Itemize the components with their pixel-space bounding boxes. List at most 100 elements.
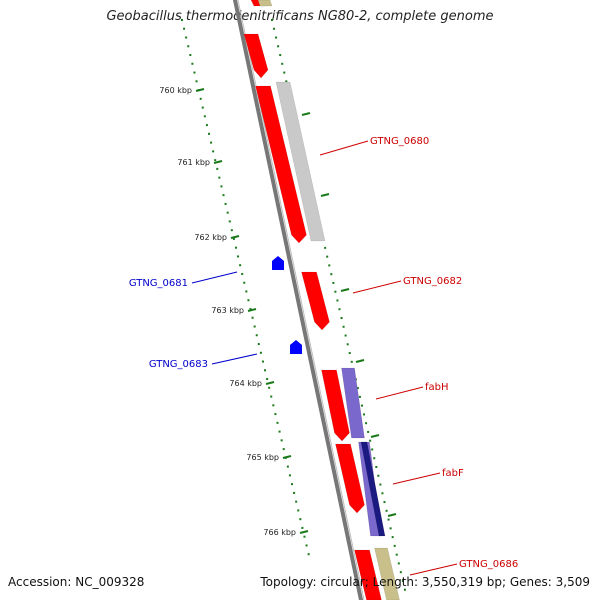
khaki-bar <box>374 547 400 600</box>
ruler-dot <box>307 553 310 556</box>
ruler-dot <box>299 518 302 521</box>
ruler-dot <box>274 413 277 416</box>
ruler-label-763: 763 kbp <box>211 306 244 315</box>
ruler-dot <box>191 62 194 65</box>
ruler-dot <box>324 246 327 249</box>
ruler-dot <box>205 124 208 127</box>
ruler-dot <box>365 422 368 425</box>
ruler-dot <box>273 27 276 30</box>
ruler-dot <box>212 150 215 153</box>
ruler-label-761: 761 kbp <box>177 158 210 167</box>
feature-tracks <box>181 0 406 600</box>
leader-line-gtng-0681 <box>191 271 238 284</box>
ruler-dot <box>399 571 402 574</box>
ruler-tick-764 <box>265 381 275 385</box>
ruler-dot <box>403 588 406 591</box>
ruler-dot <box>210 141 213 144</box>
ruler-label-766: 766 kbp <box>263 528 296 537</box>
ruler-dot <box>228 220 231 223</box>
ruler-dot <box>348 352 351 355</box>
gc-bar <box>275 81 326 242</box>
ruler-dot <box>189 54 192 57</box>
ruler-dot <box>367 430 370 433</box>
ruler-dot <box>336 299 339 302</box>
ruler-dot <box>214 159 217 162</box>
ruler-dot <box>203 115 206 118</box>
ruler-dot <box>330 273 333 276</box>
ruler-dot <box>218 176 221 179</box>
right-ruler-tick <box>340 288 350 292</box>
ruler-tick-761 <box>213 160 223 164</box>
leader-line-gtng-0682 <box>352 280 402 294</box>
ruler-dot <box>282 448 285 451</box>
ruler-tick-765 <box>282 455 292 459</box>
cds-arrow-gtng-0682 <box>301 271 330 331</box>
ruler-dot <box>301 526 304 529</box>
ruler-dot <box>224 202 227 205</box>
ruler-dot <box>245 290 248 293</box>
ruler-dot <box>251 316 254 319</box>
gene-label-gtng-0681: GTNG_0681 <box>129 278 188 289</box>
ruler-dot <box>375 465 378 468</box>
ruler-dot <box>264 369 267 372</box>
ruler-dot <box>259 351 262 354</box>
ruler-dot <box>255 334 258 337</box>
ruler-dot <box>303 535 306 538</box>
ruler-dot <box>397 562 400 565</box>
ruler-dot <box>389 527 392 530</box>
ruler-dot <box>385 509 388 512</box>
reverse-cds-gtng-0681 <box>272 256 284 270</box>
ruler-dot <box>230 229 233 232</box>
leader-line-gtng-0680 <box>319 140 369 156</box>
ruler-dot <box>305 544 308 547</box>
cds-arrow-fabf <box>335 443 365 514</box>
ruler-dot <box>226 211 229 214</box>
cds-arrow-gtng-0686 <box>354 549 382 600</box>
ruler-label-764: 764 kbp <box>229 379 262 388</box>
ruler-dot <box>266 378 269 381</box>
ruler-dot <box>185 36 188 39</box>
ruler-dot <box>257 343 260 346</box>
purple-bar <box>341 367 365 439</box>
ruler-dot <box>363 413 366 416</box>
ruler-label-765: 765 kbp <box>246 453 279 462</box>
ruler-ticks: 760 kbp 761 kbp 762 kbp 763 kbp 764 kbp 765 k… <box>159 86 397 537</box>
ruler-dot <box>285 80 288 83</box>
cds-arrow <box>243 33 269 79</box>
ruler-dot <box>328 264 331 267</box>
ruler-dot <box>271 19 273 21</box>
ruler-dot <box>278 430 281 433</box>
ruler-dot <box>291 483 294 486</box>
ruler-dot <box>276 421 279 424</box>
ruler-tick-763 <box>247 308 257 312</box>
cds-arrow-gtng-0680 <box>255 85 307 244</box>
leader-line-gtng-0683 <box>211 353 258 365</box>
ruler-dot <box>241 272 244 275</box>
gene-label-gtng-0682: GTNG_0682 <box>403 276 462 287</box>
ruler-dot <box>181 19 183 21</box>
ruler-dot <box>216 167 219 170</box>
ruler-dot <box>326 255 329 258</box>
ruler-dot <box>234 246 237 249</box>
ruler-dot <box>383 501 386 504</box>
ruler-dot <box>187 45 190 48</box>
ruler-tick-760 <box>195 88 205 92</box>
ruler-dot <box>277 45 280 48</box>
khaki-top-fragment <box>257 0 273 7</box>
gene-label-gtng-0686: GTNG_0686 <box>459 559 518 570</box>
ruler-dot <box>344 334 347 337</box>
ruler-tick-762 <box>230 235 240 239</box>
right-ruler-tick <box>387 513 397 517</box>
ruler-dot <box>272 404 275 407</box>
ruler-dot <box>220 185 223 188</box>
leader-line-fabh <box>375 386 424 400</box>
ruler-dot <box>360 404 363 407</box>
ruler-dot <box>371 448 374 451</box>
ruler-dot <box>297 509 300 512</box>
gene-label-fabf: fabF <box>442 468 464 479</box>
ruler-dot <box>379 483 382 486</box>
ruler-dot <box>338 308 341 311</box>
cds-arrow-fabh <box>321 369 350 442</box>
ruler-dot <box>237 255 240 258</box>
